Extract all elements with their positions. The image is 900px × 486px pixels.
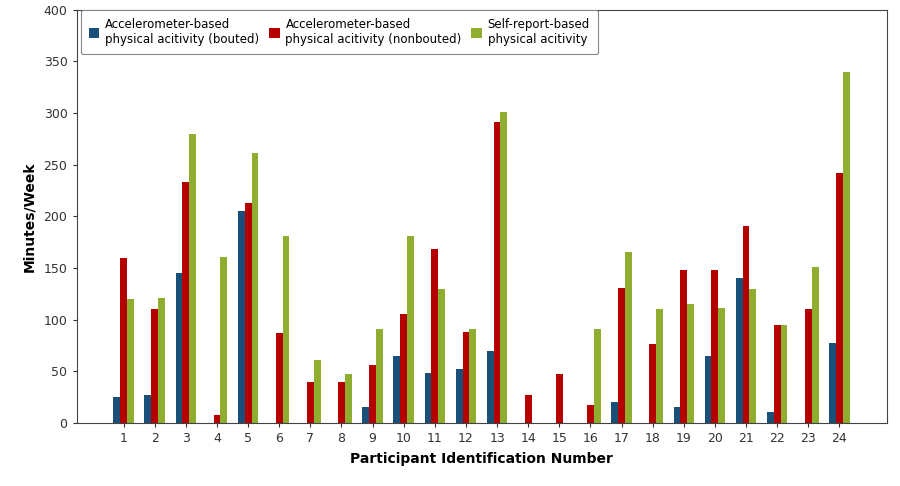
Bar: [345, 374, 352, 423]
X-axis label: Participant Identification Number: Participant Identification Number: [350, 452, 613, 466]
Bar: [338, 382, 345, 423]
Bar: [307, 382, 314, 423]
Bar: [836, 173, 842, 423]
Bar: [189, 134, 196, 423]
Bar: [780, 325, 788, 423]
Bar: [625, 252, 632, 423]
Bar: [431, 249, 438, 423]
Bar: [245, 203, 251, 423]
Bar: [736, 278, 742, 423]
Bar: [455, 369, 463, 423]
Bar: [487, 350, 493, 423]
Bar: [183, 182, 189, 423]
Bar: [400, 314, 407, 423]
Bar: [425, 373, 431, 423]
Bar: [611, 402, 618, 423]
Bar: [213, 415, 220, 423]
Bar: [283, 236, 290, 423]
Bar: [363, 407, 369, 423]
Bar: [594, 329, 600, 423]
Y-axis label: Minutes/Week: Minutes/Week: [22, 161, 37, 272]
Bar: [314, 360, 320, 423]
Bar: [742, 226, 750, 423]
Bar: [618, 288, 625, 423]
Bar: [127, 299, 134, 423]
Bar: [705, 356, 712, 423]
Bar: [144, 395, 151, 423]
Bar: [275, 333, 283, 423]
Bar: [438, 289, 446, 423]
Bar: [556, 374, 562, 423]
Bar: [829, 343, 836, 423]
Bar: [688, 304, 694, 423]
Bar: [673, 407, 680, 423]
Legend: Accelerometer-based
physical acitivity (bouted), Accelerometer-based
physical ac: Accelerometer-based physical acitivity (…: [81, 10, 599, 54]
Bar: [151, 309, 158, 423]
Bar: [812, 267, 819, 423]
Bar: [842, 72, 850, 423]
Bar: [407, 236, 414, 423]
Bar: [656, 309, 663, 423]
Bar: [176, 273, 183, 423]
Bar: [369, 365, 376, 423]
Bar: [463, 332, 470, 423]
Bar: [525, 395, 532, 423]
Bar: [121, 258, 127, 423]
Bar: [251, 153, 258, 423]
Bar: [470, 329, 476, 423]
Bar: [376, 329, 382, 423]
Bar: [712, 270, 718, 423]
Bar: [158, 298, 165, 423]
Bar: [750, 289, 756, 423]
Bar: [113, 397, 121, 423]
Bar: [238, 211, 245, 423]
Bar: [393, 356, 400, 423]
Bar: [587, 405, 594, 423]
Bar: [493, 122, 500, 423]
Bar: [718, 308, 725, 423]
Bar: [767, 413, 774, 423]
Bar: [649, 344, 656, 423]
Bar: [500, 112, 508, 423]
Bar: [805, 309, 812, 423]
Bar: [774, 325, 780, 423]
Bar: [680, 270, 688, 423]
Bar: [220, 257, 227, 423]
